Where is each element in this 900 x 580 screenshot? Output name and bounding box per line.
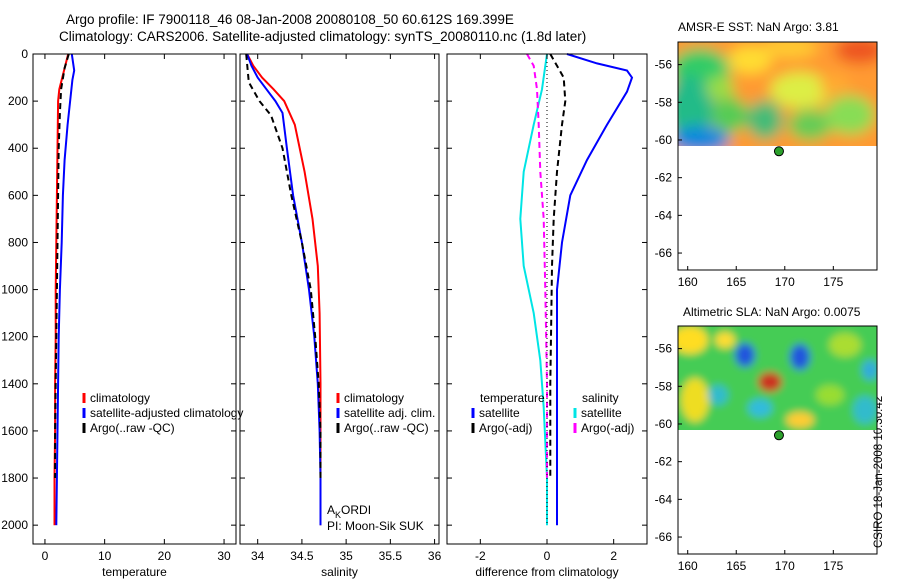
x-tick-label: 0	[544, 549, 551, 563]
panel-temperature: 0 10 20 30 temperature 0 200 400 600 800 1000 1200 1…	[1, 47, 237, 579]
argo-float-marker	[773, 430, 784, 441]
x-axis-label: salinity	[321, 565, 358, 579]
map-y-tick-label: -58	[655, 95, 673, 109]
map-frame	[677, 325, 878, 555]
annotation-sub: K	[335, 510, 341, 520]
legend-title-salinity: salinity	[582, 391, 619, 405]
annotation-a: A	[327, 503, 335, 517]
x-tick-label: 35	[339, 549, 353, 563]
map-y-tick-label: -64	[655, 208, 673, 222]
map-y-tick-label: -60	[655, 133, 673, 147]
figure-title-line2: Climatology: CARS2006. Satellite-adjuste…	[59, 29, 587, 44]
sst-field	[678, 42, 877, 146]
map-frame	[677, 41, 878, 271]
map-x-tick-label: 165	[726, 559, 746, 573]
y-tick-label: 1600	[1, 424, 28, 438]
series-line-argo-raw-qc-	[54, 53, 70, 478]
y-tick-label: 1200	[1, 330, 28, 344]
map-x-tick-label: 175	[823, 275, 843, 289]
y-tick-label: 1400	[1, 377, 28, 391]
operator-annotation: AKORDI	[327, 503, 371, 520]
legend-item-label: Argo(..raw -QC)	[90, 421, 175, 435]
legend-title-temperature: temperature	[480, 391, 545, 405]
x-tick-label: 10	[98, 549, 112, 563]
argo-float-marker	[773, 146, 784, 157]
legend-item-label: climatology	[344, 391, 404, 405]
x-tick-label: -2	[475, 549, 486, 563]
series-line-salinity-satellite	[519, 53, 548, 526]
legend-item-label: Argo(-adj)	[479, 421, 532, 435]
map-y-tick-label: -58	[655, 379, 673, 393]
panel-salinity: 34 34.5 35 35.5 36 salinity	[239, 53, 442, 579]
legend-difference: temperature salinitysatelliteArgo(-adj)sa…	[471, 391, 634, 435]
map-y-tick-label: -66	[655, 530, 673, 544]
series-line-satellite-adjusted-climatology	[55, 53, 76, 526]
y-tick-label: 400	[8, 141, 28, 155]
map-x-tick-label: 165	[726, 275, 746, 289]
x-tick-label: 0	[42, 549, 49, 563]
x-tick-label: 20	[158, 549, 172, 563]
x-tick-label: 34.5	[290, 549, 314, 563]
x-tick-label: 34	[251, 549, 265, 563]
y-tick-label: 1800	[1, 471, 28, 485]
panel-difference: -2 0 2 difference from climatology	[446, 53, 648, 579]
annotation-rest: ORDI	[341, 503, 371, 517]
series-line-satellite-adj-clim-	[246, 53, 322, 526]
profile-panels: 0 10 20 30temperature0200400600800100012001…	[1, 47, 648, 579]
x-axis-label: difference from climatology	[475, 565, 618, 579]
x-tick-label: 35.5	[379, 549, 403, 563]
map-axes-altimetric-sla: 160 165 170 175 -56 -58 -60 -62 -64 -66	[655, 325, 878, 573]
y-tick-label: 800	[8, 235, 28, 249]
legend-item-label: Argo(..raw -QC)	[344, 421, 429, 435]
map-y-tick-label: -66	[655, 246, 673, 260]
y-tick-label: 1000	[1, 283, 28, 297]
legend-item-label: satellite	[581, 406, 622, 420]
map-y-tick-label: -60	[655, 417, 673, 431]
figure-title-line1: Argo profile: IF 7900118_46 08-Jan-2008 …	[66, 12, 514, 27]
y-tick-label: 0	[21, 47, 28, 61]
legend-item-label: satellite-adjusted climatology	[90, 406, 243, 420]
x-axis-label: temperature	[102, 565, 167, 579]
map-x-tick-label: 170	[775, 559, 795, 573]
y-tick-label: 600	[8, 188, 28, 202]
map-x-tick-label: 160	[678, 275, 698, 289]
legend-item-label: satellite adj. clim.	[344, 406, 435, 420]
series-line-argo-raw-qc-	[245, 53, 322, 478]
legend-item-label: satellite	[479, 406, 520, 420]
map-y-tick-label: -56	[655, 342, 673, 356]
y-tick-label: 2000	[1, 518, 28, 532]
x-tick-label: 30	[217, 549, 231, 563]
map-y-tick-label: -62	[655, 171, 673, 185]
pi-annotation: PI: Moon-Sik SUK	[327, 519, 424, 533]
map-x-tick-label: 170	[775, 275, 795, 289]
sla-field	[678, 326, 877, 430]
series-line-salinity-argo-adj-	[526, 53, 548, 478]
series-line-temperature-argo-adj-	[549, 53, 567, 478]
map-y-tick-label: -56	[655, 58, 673, 72]
x-tick-label: 36	[428, 549, 442, 563]
map-axes-amsr-e-sst: 160 165 170 175 -56 -58 -60 -62 -64 -66	[655, 41, 878, 289]
series-line-climatology	[246, 53, 322, 526]
x-tick-label: 2	[610, 549, 617, 563]
sla-map-title: Altimetric SLA: NaN Argo: 0.0075	[683, 305, 861, 319]
series-line-temperature-satellite	[556, 53, 634, 526]
map-x-tick-label: 175	[823, 559, 843, 573]
legend-item-label: climatology	[90, 391, 150, 405]
map-y-tick-label: -64	[655, 492, 673, 506]
y-tick-label: 200	[8, 94, 28, 108]
map-x-tick-label: 160	[678, 559, 698, 573]
sst-map-title: AMSR-E SST: NaN Argo: 3.81	[678, 20, 839, 34]
map-y-tick-label: -62	[655, 455, 673, 469]
plot-frame	[32, 53, 237, 545]
plot-frame	[239, 53, 440, 545]
legend-item-label: Argo(-adj)	[581, 421, 634, 435]
